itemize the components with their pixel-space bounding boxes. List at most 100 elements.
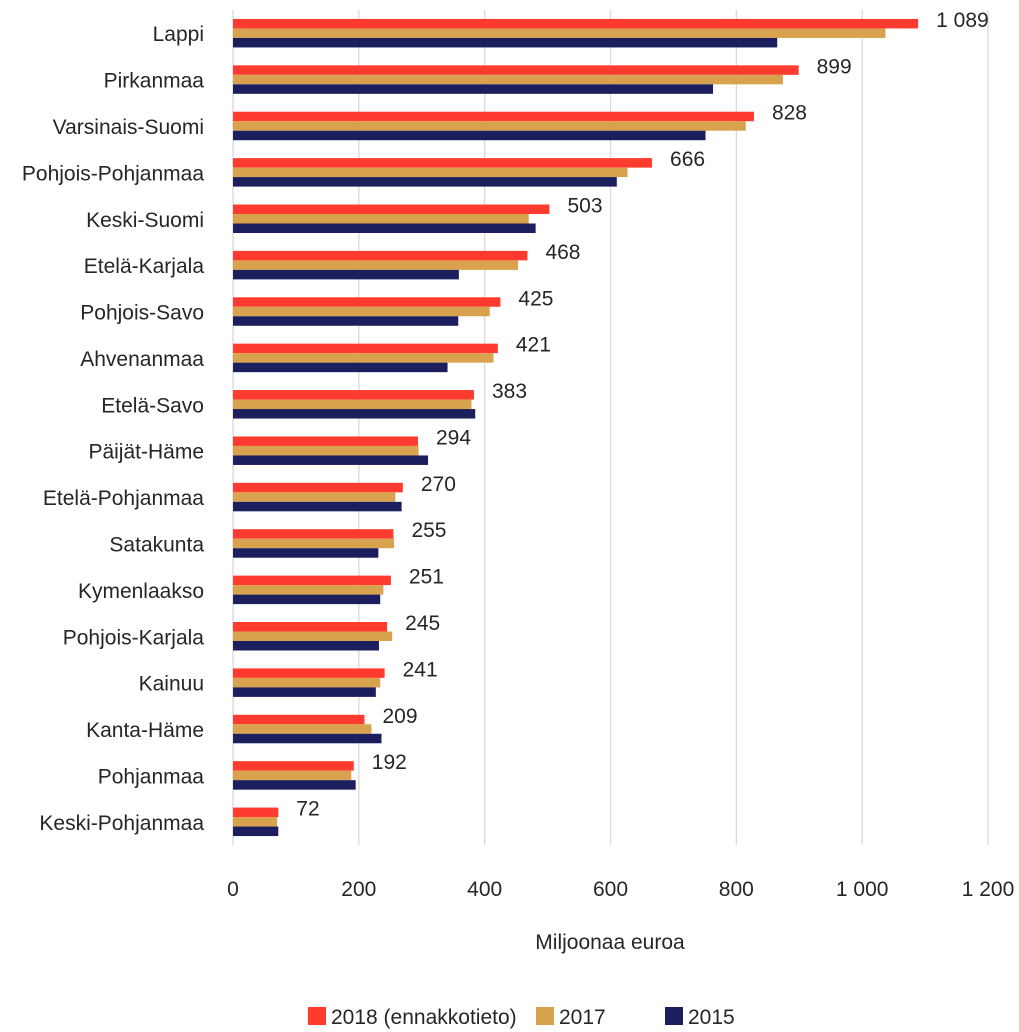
bars — [233, 18, 919, 837]
bar — [233, 390, 474, 400]
bar — [233, 529, 394, 539]
legend-swatch — [536, 1007, 554, 1025]
bar — [233, 826, 279, 837]
x-tick-label: 800 — [719, 878, 754, 901]
bar — [233, 74, 783, 85]
bar — [233, 770, 352, 781]
data-label: 192 — [372, 751, 407, 774]
category-label: Etelä-Savo — [101, 394, 204, 417]
legend-swatch — [665, 1007, 683, 1025]
bar — [233, 761, 354, 771]
category-label: Lappi — [153, 23, 204, 46]
category-label: Ahvenanmaa — [80, 348, 204, 371]
bar — [233, 538, 395, 549]
bar — [233, 714, 365, 725]
bar — [233, 687, 376, 697]
category-label: Päijät-Häme — [88, 441, 204, 464]
bar — [233, 158, 653, 168]
data-label: 383 — [492, 380, 527, 403]
data-labels: 1 089 899 828 666 503 468 425 421 383 294 270 255 25… — [296, 9, 988, 821]
x-tick-label: 1 000 — [836, 878, 889, 901]
bar — [233, 631, 393, 641]
data-label: 241 — [403, 658, 438, 681]
x-tick-label: 1 200 — [962, 878, 1015, 901]
category-label: Satakunta — [109, 533, 204, 556]
bar — [233, 817, 278, 827]
bar — [233, 409, 476, 419]
data-label: 209 — [382, 705, 417, 728]
data-label: 270 — [421, 473, 456, 496]
bar — [233, 111, 754, 122]
bar — [233, 622, 388, 632]
bar — [233, 548, 379, 558]
bar — [233, 177, 617, 187]
data-label: 72 — [296, 798, 319, 821]
bar — [233, 214, 529, 224]
data-label: 425 — [518, 287, 553, 310]
bar — [233, 204, 550, 214]
category-label: Keski-Suomi — [86, 209, 204, 232]
legend: 2018 (ennakkotieto) 2017 2015 — [308, 1006, 735, 1029]
category-label: Pirkanmaa — [104, 70, 205, 93]
bar — [233, 575, 391, 586]
category-label: Pohjanmaa — [98, 765, 205, 788]
category-label: Etelä-Karjala — [84, 255, 205, 278]
data-label: 468 — [545, 241, 580, 264]
bar — [233, 807, 279, 818]
bar — [233, 492, 396, 502]
bar — [233, 501, 402, 512]
bar — [233, 297, 501, 307]
category-label: Keski-Pohjanmaa — [39, 812, 204, 835]
legend-label: 2017 — [559, 1006, 606, 1029]
data-label: 294 — [436, 426, 471, 449]
data-label: 1 089 — [936, 9, 989, 32]
category-label: Kymenlaakso — [78, 580, 204, 603]
bar — [233, 455, 429, 465]
bar — [233, 65, 799, 75]
x-axis-ticks: 0 200 400 600 800 1 000 1 200 — [227, 878, 1014, 901]
legend-label: 2018 (ennakkotieto) — [331, 1006, 517, 1029]
bar — [233, 780, 356, 790]
legend-item: 2015 — [665, 1006, 735, 1029]
category-label: Pohjois-Karjala — [63, 626, 205, 649]
bar — [233, 269, 459, 280]
data-label: 899 — [817, 55, 852, 78]
bar — [233, 594, 381, 605]
bar — [233, 121, 746, 131]
bar — [233, 343, 498, 354]
category-label: Kainuu — [139, 673, 204, 696]
x-tick-label: 200 — [341, 878, 376, 901]
category-label: Kanta-Häme — [86, 719, 204, 742]
bar — [233, 362, 448, 373]
legend-swatch — [308, 1007, 326, 1025]
data-label: 666 — [670, 148, 705, 171]
bar — [233, 18, 919, 29]
bar — [233, 28, 886, 38]
bar — [233, 585, 384, 595]
bar — [233, 445, 419, 456]
bar — [233, 223, 536, 233]
x-tick-label: 0 — [227, 878, 239, 901]
data-label: 503 — [567, 195, 602, 218]
bar — [233, 733, 382, 744]
category-label: Pohjois-Savo — [80, 302, 204, 325]
bar — [233, 668, 385, 678]
legend-item: 2018 (ennakkotieto) — [308, 1006, 517, 1029]
legend-item: 2017 — [536, 1006, 606, 1029]
data-label: 251 — [409, 566, 444, 589]
bar — [233, 316, 459, 326]
bar — [233, 167, 628, 178]
data-label: 828 — [772, 102, 807, 125]
x-axis-title: Miljoonaa euroa — [535, 931, 685, 954]
bar — [233, 260, 519, 270]
x-tick-label: 600 — [593, 878, 628, 901]
bar — [233, 37, 778, 48]
bar — [233, 130, 706, 141]
x-tick-label: 400 — [467, 878, 502, 901]
bar — [233, 436, 418, 446]
gridlines — [232, 10, 989, 845]
bar — [233, 399, 472, 410]
bar — [233, 353, 494, 363]
bar — [233, 724, 372, 734]
